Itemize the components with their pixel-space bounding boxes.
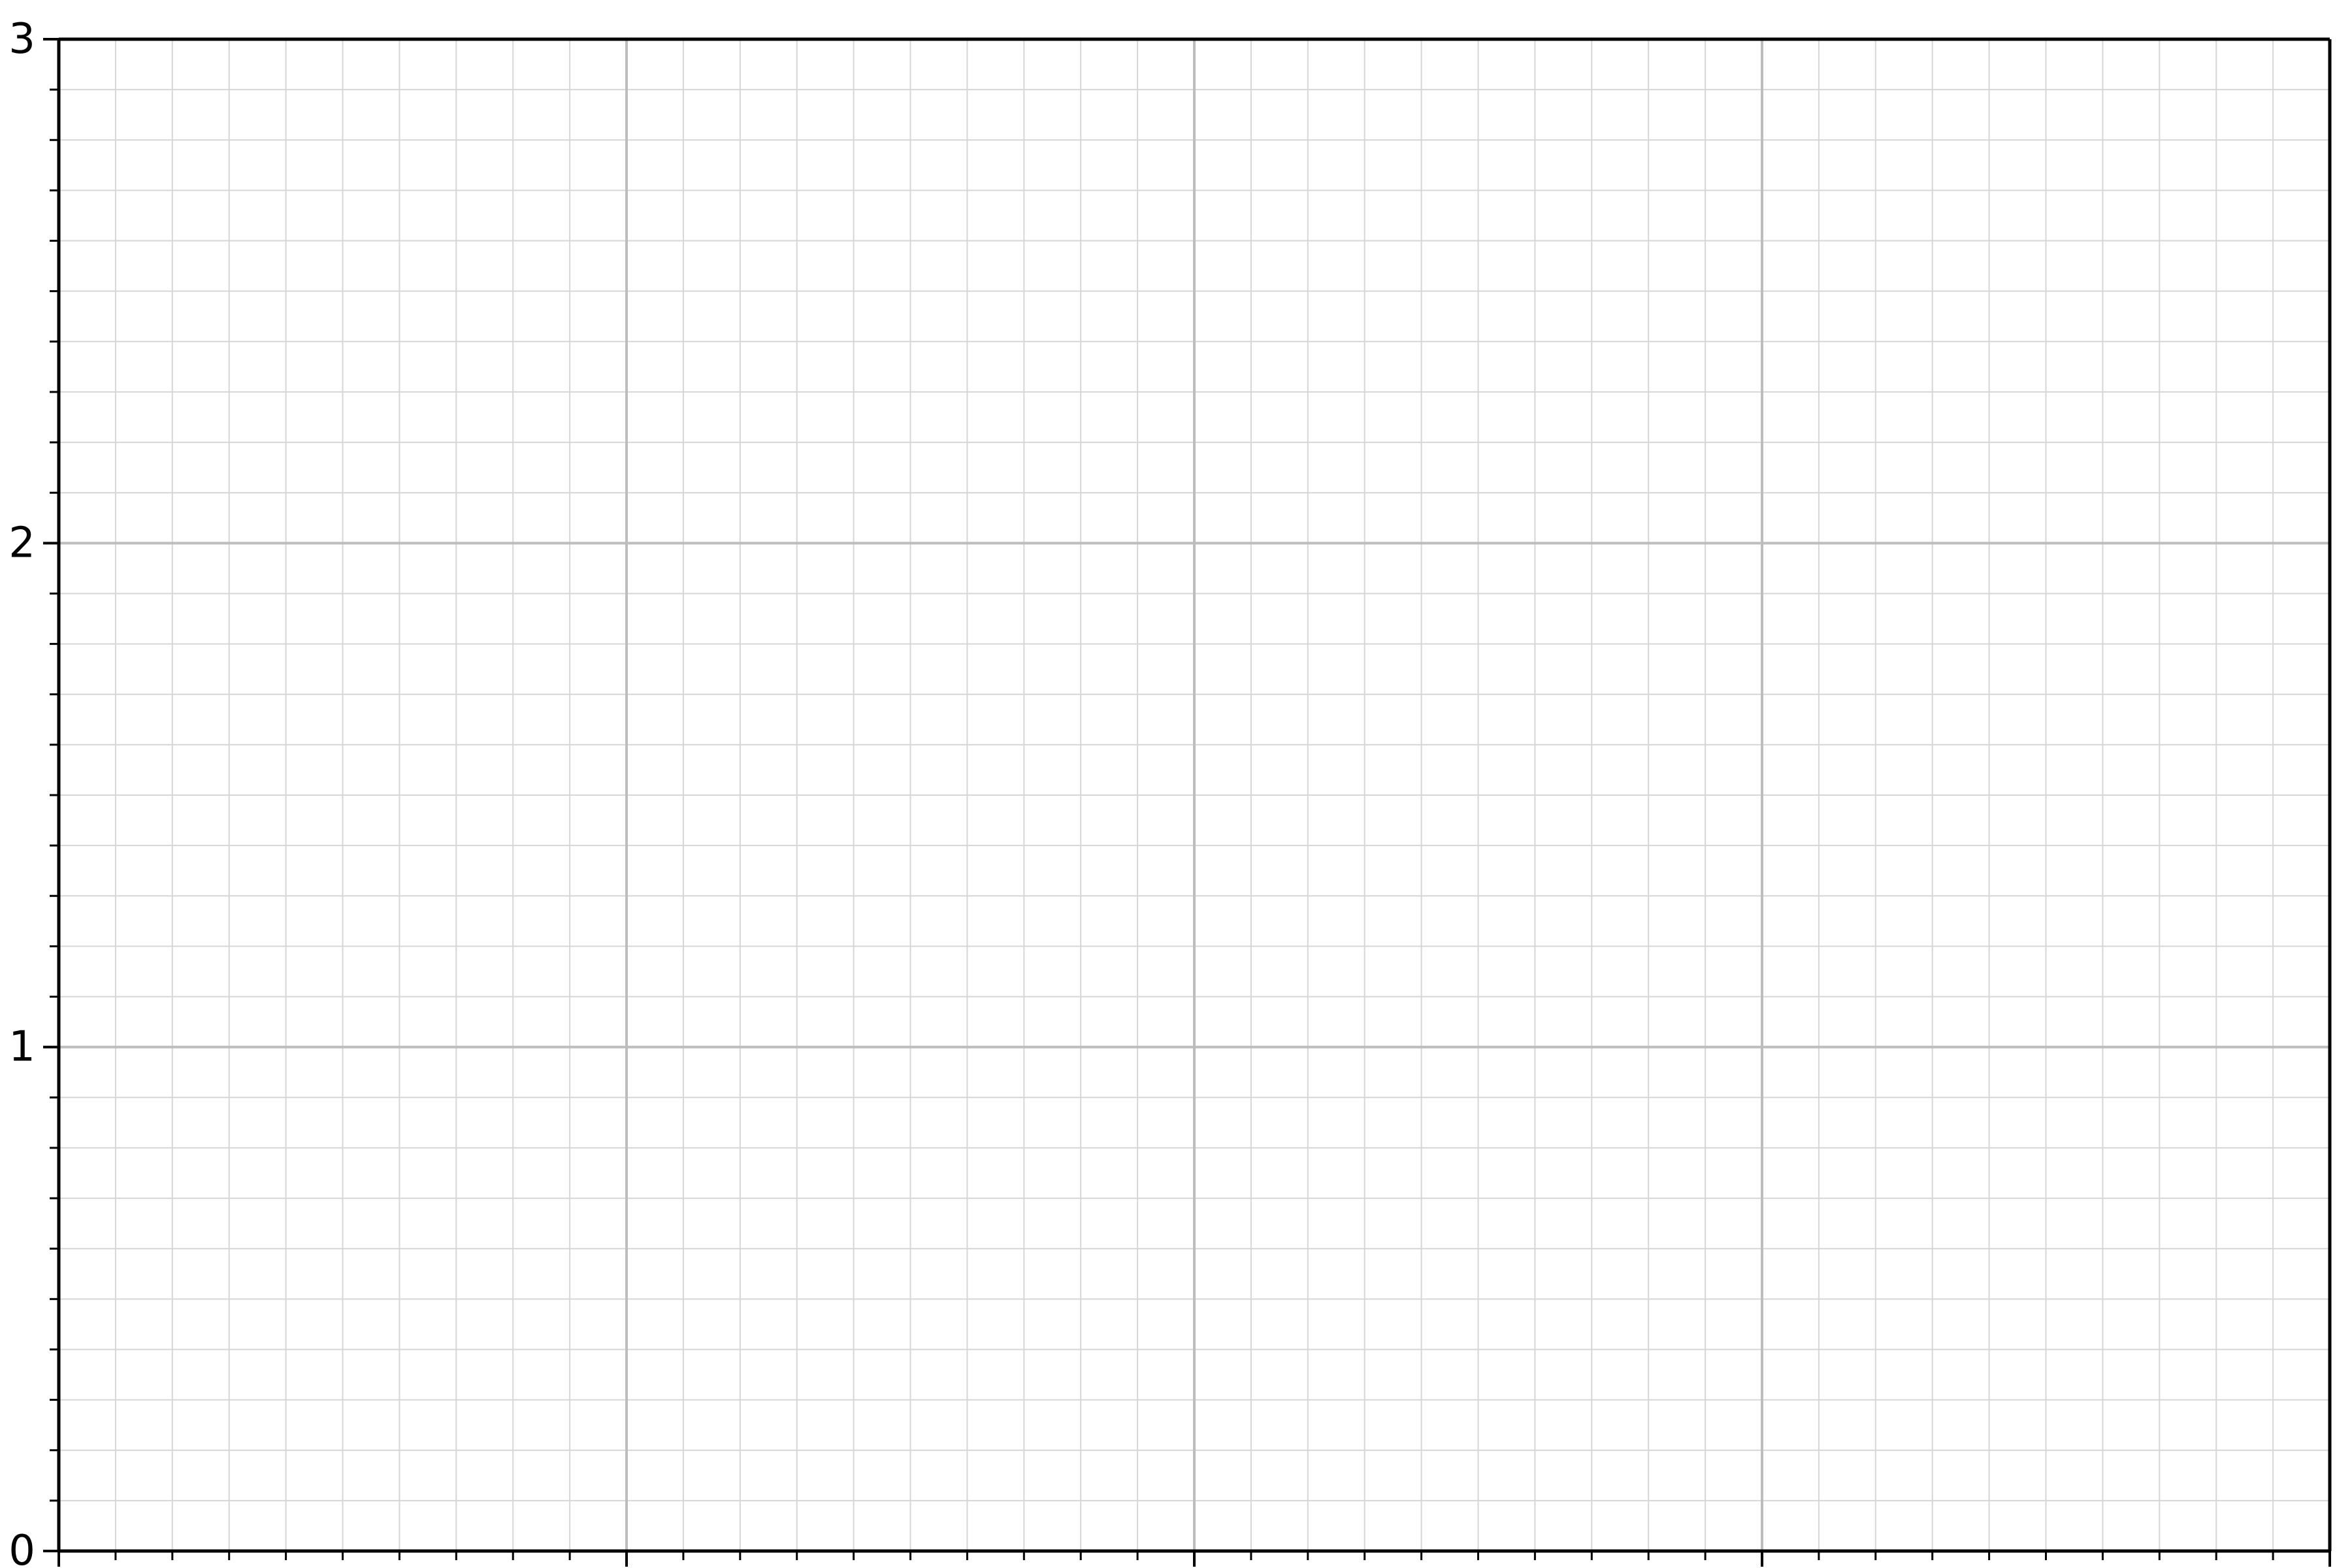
y-tick-label: 0 bbox=[8, 1527, 35, 1568]
minor-grid bbox=[59, 39, 2330, 1551]
y-tick-label: 3 bbox=[8, 15, 35, 63]
major-grid bbox=[59, 39, 2330, 1551]
tick-labels: 0 1 2 3 bbox=[8, 15, 35, 1568]
ticks bbox=[43, 38, 2331, 1567]
y-tick-label: 2 bbox=[8, 519, 35, 567]
y-tick-label: 1 bbox=[8, 1023, 35, 1071]
